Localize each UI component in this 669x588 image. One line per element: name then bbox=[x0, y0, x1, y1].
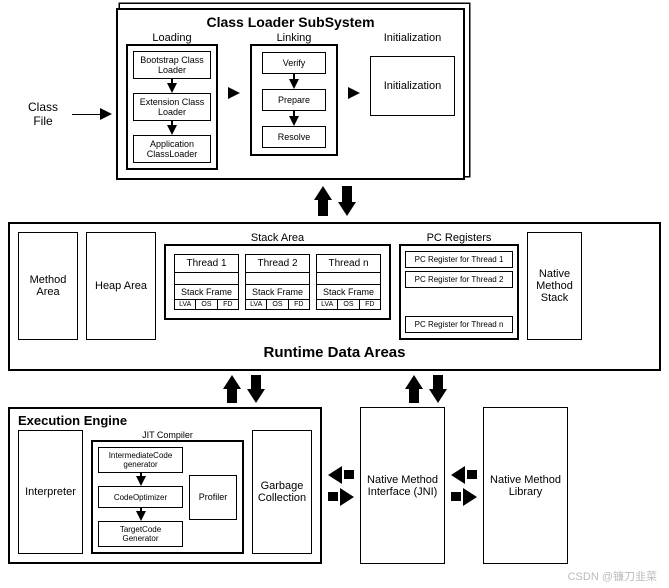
method-area: Method Area bbox=[18, 232, 78, 340]
cls-title: Class Loader SubSystem bbox=[126, 14, 455, 30]
profiler: Profiler bbox=[189, 475, 237, 520]
bootstrap-loader: Bootstrap Class Loader bbox=[133, 51, 211, 79]
application-loader: Application ClassLoader bbox=[133, 135, 211, 163]
runtime-data-areas: Method Area Heap Area Stack Area Thread … bbox=[8, 222, 661, 371]
jni: Native Method Interface (JNI) bbox=[360, 407, 445, 564]
init-box: Initialization bbox=[370, 56, 455, 116]
thread-n: Thread nStack FrameLVAOSFD bbox=[316, 254, 381, 310]
target-code-gen: TargetCode Generator bbox=[98, 521, 183, 547]
rda-title: Runtime Data Areas bbox=[18, 344, 651, 361]
pc-reg-1: PC Register for Thread 1 bbox=[405, 251, 513, 268]
pc-registers-label: PC Registers bbox=[399, 232, 519, 244]
class-loader-subsystem: Class Loader SubSystem Loading Bootstrap… bbox=[116, 8, 465, 180]
garbage-collection: Garbage Collection bbox=[252, 430, 312, 554]
code-optimizer: CodeOptimizer bbox=[98, 486, 183, 508]
native-method-stack: Native Method Stack bbox=[527, 232, 582, 340]
linking-label: Linking bbox=[250, 32, 338, 44]
thread-1: Thread 1Stack FrameLVAOSFD bbox=[174, 254, 239, 310]
watermark: CSDN @镰刀韭菜 bbox=[568, 568, 657, 584]
loading-label: Loading bbox=[126, 32, 218, 44]
execution-engine: Execution Engine Interpreter JIT Compile… bbox=[8, 407, 322, 564]
stack-area-label: Stack Area bbox=[164, 232, 391, 244]
extension-loader: Extension Class Loader bbox=[133, 93, 211, 121]
pc-reg-2: PC Register for Thread 2 bbox=[405, 271, 513, 288]
verify-box: Verify bbox=[262, 52, 326, 74]
intermediate-code-gen: IntermediateCode generator bbox=[98, 447, 183, 473]
jit-label: JIT Compiler bbox=[91, 430, 244, 440]
heap-area: Heap Area bbox=[86, 232, 156, 340]
resolve-box: Resolve bbox=[262, 126, 326, 148]
exec-title: Execution Engine bbox=[18, 413, 312, 428]
prepare-box: Prepare bbox=[262, 89, 326, 111]
thread-2: Thread 2Stack FrameLVAOSFD bbox=[245, 254, 310, 310]
init-label: Initialization bbox=[370, 32, 455, 44]
native-method-library: Native Method Library bbox=[483, 407, 568, 564]
interpreter: Interpreter bbox=[18, 430, 83, 554]
class-file-label: Class File bbox=[18, 60, 68, 128]
pc-reg-n: PC Register for Thread n bbox=[405, 316, 513, 333]
